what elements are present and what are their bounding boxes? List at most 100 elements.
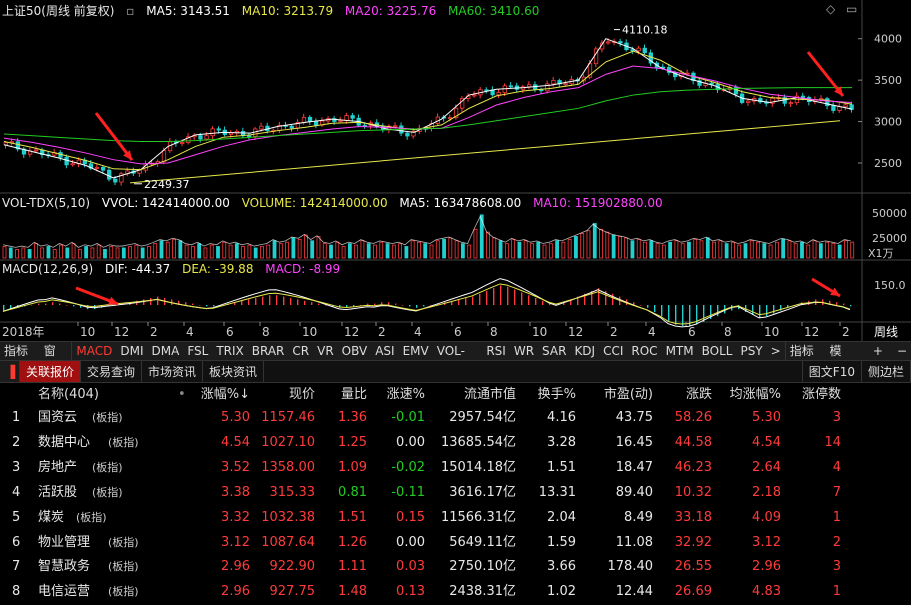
row-name: 房地产 [38,459,78,475]
indicator-item[interactable]: PSY [740,344,763,358]
indicator-item[interactable]: CR [292,344,310,358]
tab-market-news[interactable]: 市场资讯 [142,361,204,382]
indicator-item[interactable]: VR [317,344,334,358]
maximize-icon[interactable]: ▭ [846,2,858,16]
macd-value-label: MACD: -8.99 [265,262,341,276]
candle-body [301,116,307,123]
indicator-item[interactable]: BRAR [251,344,285,358]
macd-bar [94,305,96,310]
volume-bar [253,247,258,259]
volume-bar [121,247,126,259]
col-price[interactable]: 现价 [288,387,315,402]
table-row[interactable]: 2 数据中心 (板指) 4.54 1027.10 1.25 0.00 13685.54亿 3.2… [0,431,911,455]
candle-body [34,149,39,152]
table-row[interactable]: 1 国资云 (板指) 5.30 1157.46 1.36 -0.01 2957.54亿 4.16… [0,406,911,430]
template-label[interactable]: 模 板 [829,344,842,378]
table-row[interactable]: 7 智慧政务 (板指) 2.96 922.90 1.11 0.03 2750.10亿 3.66 1… [0,555,911,579]
volume-bar [454,240,459,259]
table-row[interactable]: 6 物业管理 (板指) 3.12 1087.64 1.26 0.00 5649.11亿 1.59… [0,531,911,555]
indicator-item[interactable]: FSL [187,344,209,358]
volume-bar [460,243,465,259]
macd-bar [157,296,159,305]
volume-bar [718,240,723,259]
macd-title: MACD(12,26,9) [2,262,94,276]
more-indicators-icon[interactable]: > [770,344,781,358]
indicator-item[interactable]: DMA [151,344,180,358]
col-diff[interactable]: 涨跌 [685,387,712,402]
volume-bar [366,243,371,259]
indicator-item[interactable]: CCI [603,344,624,358]
indicator-item[interactable]: WR [513,344,535,358]
settings-diamond-icon[interactable]: ◇ [826,2,836,16]
col-market-cap[interactable]: 流通市值 [463,387,516,402]
col-avg-change[interactable]: 均涨幅% [729,387,781,402]
indicator-item[interactable]: ASI [375,344,395,358]
table-row[interactable]: 4 活跃股 (板指) 3.38 315.33 0.81 -0.11 3616.17亿 13.31… [0,481,911,505]
volume-bar [699,240,704,259]
macd-bar [31,305,33,306]
macd-bar [388,302,390,305]
indicator-item[interactable]: EMV [402,344,429,358]
candle-body [831,105,836,111]
indicator-b-label[interactable]: 指标B [789,344,814,378]
macd-bar [682,305,684,326]
tab-trade-query[interactable]: 交易查询 [81,361,143,382]
volume-bar [77,248,82,259]
indicator-item[interactable]: TRIX [216,344,244,358]
col-limit-up[interactable]: 涨停数 [801,387,841,402]
row-name: 数据中心 [38,434,91,450]
col-speed[interactable]: 涨速% [386,387,425,402]
table-row[interactable]: 8 电信运营 (板指) 2.96 927.75 1.48 0.13 2438.31亿 1.02 1… [0,580,911,604]
table-row[interactable]: 5 煤炭 (板指) 3.32 1032.38 1.51 0.15 11566.31亿 2.04 8… [0,506,911,530]
volume-bar [517,241,522,259]
volume-bar [410,240,415,259]
volume-bar [687,241,691,259]
volume-bar [712,241,716,259]
volume-bar [90,247,95,259]
indicator-item[interactable]: MTM [665,344,694,358]
volume-bar [605,231,610,259]
indicator-item[interactable]: OBV [341,344,368,358]
col-pe[interactable]: 市盈(动) [603,387,653,402]
volume-bar [624,237,629,259]
sidebar-button[interactable]: 侧边栏 [862,361,911,382]
macd-bar [430,305,432,306]
macd-bar [598,288,600,305]
macd-bar [766,305,768,317]
volume-bar [360,240,365,259]
minus-button[interactable]: − [896,344,907,358]
indicator-a-label[interactable]: 指标A [4,344,29,378]
indicator-item[interactable]: VOL-TDX [436,344,465,378]
indicator-item[interactable]: KDJ [574,344,596,358]
col-change-pct[interactable]: 涨幅%↓ [200,387,250,402]
candle-body [332,118,337,122]
peak-annotation: 4110.18 [622,24,668,37]
indicator-item[interactable]: DMI [120,344,144,358]
indicator-item[interactable]: BOLL [701,344,733,358]
plus-button[interactable]: + [872,344,883,358]
row-change-pct: 3.12 [221,534,250,550]
row-market-cap: 2438.31亿 [449,584,516,600]
x-axis-label: 8 [262,325,270,339]
col-volume-ratio[interactable]: 量比 [340,387,367,402]
macd-bar [521,292,523,305]
macd-bar [276,295,278,305]
window-label[interactable]: 窗口 [43,344,56,378]
tab-sector-news[interactable]: 板块资讯 [203,361,265,382]
indicator-item[interactable]: ROC [631,344,658,358]
row-pe: 8.49 [624,509,653,525]
macd-bar [10,305,12,310]
x-axis-label: 10 [764,325,779,339]
macd-bar [45,303,47,305]
indicator-item[interactable]: RSI [486,344,506,358]
indicator-item[interactable]: MACD [76,344,113,358]
f10-button[interactable]: 图文F10 [801,361,862,382]
macd-bar [549,303,551,305]
candle-body [289,125,294,129]
indicator-item[interactable]: SAR [542,344,567,358]
tab-related-quotes[interactable]: 关联报价 [20,361,82,382]
row-pe: 178.40 [607,559,654,575]
col-turnover[interactable]: 换手% [537,387,576,402]
table-row[interactable]: 3 房地产 (板指) 3.52 1358.00 1.09 -0.02 15014.18亿 1.5… [0,456,911,480]
col-name[interactable]: 名称(404) [38,387,99,402]
